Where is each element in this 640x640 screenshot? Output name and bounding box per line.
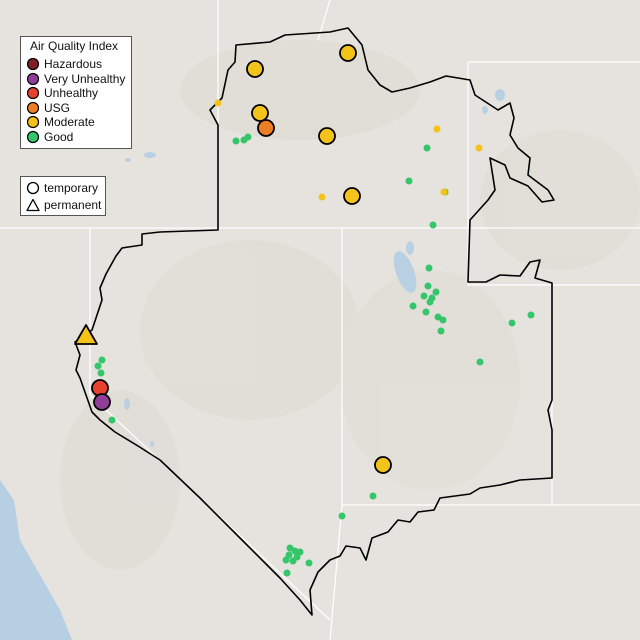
good-monitors xyxy=(94,133,535,577)
legend-row-hazardous: Hazardous xyxy=(26,57,102,71)
legend-label: Unhealthy xyxy=(44,86,99,100)
moderate-small-monitors xyxy=(214,99,483,201)
legend-row-permanent: permanent xyxy=(26,198,101,212)
legend-row-good: Good xyxy=(26,130,73,144)
legend-row-very-unhealthy: Very Unhealthy xyxy=(26,72,125,86)
circle-swatch-icon xyxy=(26,72,40,85)
aqi-legend: Air Quality Index Hazardous Very Unhealth… xyxy=(20,36,132,149)
legend-label-permanent: permanent xyxy=(44,198,102,212)
legend-label: Very Unhealthy xyxy=(44,71,126,86)
legend-label: Moderate xyxy=(44,115,95,129)
legend-row-unhealthy: Unhealthy xyxy=(26,86,98,100)
circle-swatch-icon xyxy=(26,130,40,143)
temporary-monitors xyxy=(91,44,392,474)
legend-title: Air Quality Index xyxy=(30,39,119,53)
circle-swatch-icon xyxy=(26,57,40,71)
pacific-ocean xyxy=(0,480,72,640)
triangle-outline-icon xyxy=(26,198,40,212)
legend-label: Good xyxy=(44,129,74,144)
circle-swatch-icon xyxy=(26,115,40,129)
permanent-monitor xyxy=(74,324,98,345)
legend-label-temporary: temporary xyxy=(44,181,99,195)
circle-outline-icon xyxy=(26,181,40,195)
terrain-relief xyxy=(60,40,640,570)
circle-swatch-icon xyxy=(26,86,40,100)
legend-label: Hazardous xyxy=(44,57,103,71)
circle-swatch-icon xyxy=(26,101,40,114)
water-bodies xyxy=(95,89,505,447)
monitor-type-legend: temporary permanent xyxy=(20,176,106,216)
legend-label: USG xyxy=(44,100,71,115)
legend-row-temporary: temporary xyxy=(26,181,98,195)
legend-row-usg: USG xyxy=(26,101,70,115)
legend-row-moderate: Moderate xyxy=(26,115,95,129)
region-outline xyxy=(74,27,555,616)
